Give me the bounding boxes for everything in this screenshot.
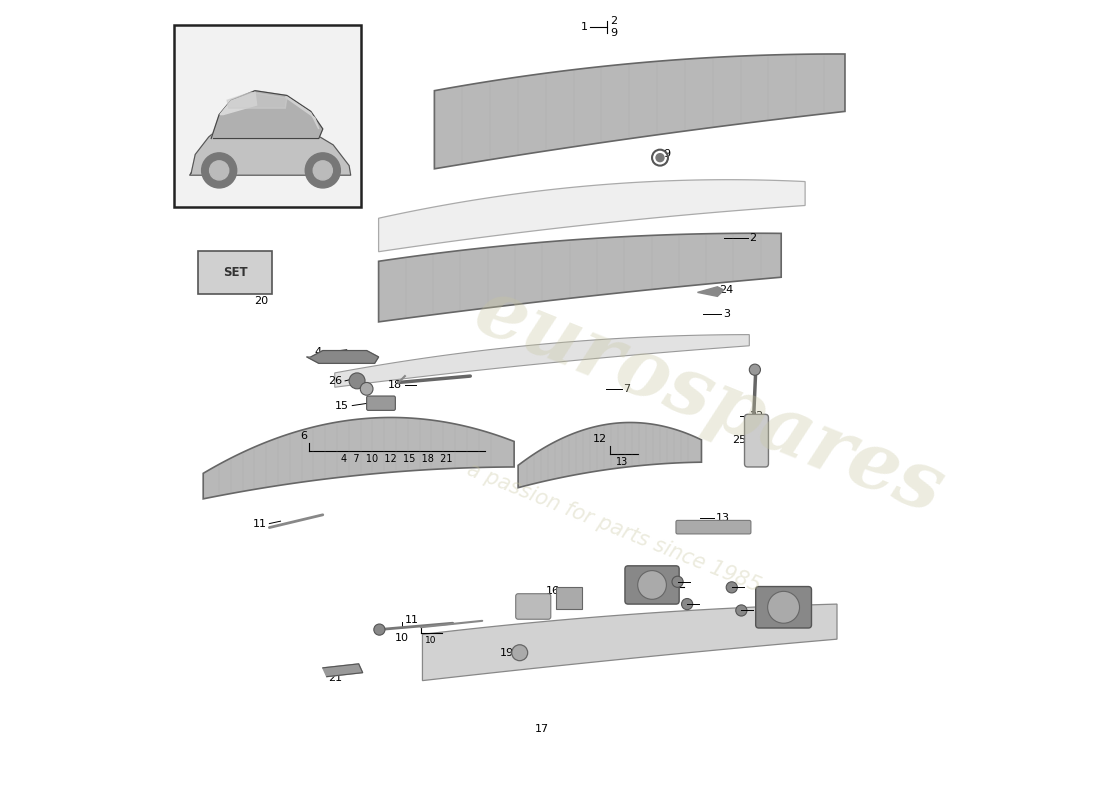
Polygon shape: [697, 286, 724, 296]
Text: 6: 6: [300, 431, 308, 442]
FancyBboxPatch shape: [516, 594, 551, 619]
Circle shape: [314, 161, 332, 180]
Polygon shape: [307, 350, 378, 363]
Text: 24: 24: [719, 285, 734, 295]
Polygon shape: [378, 234, 781, 322]
Text: 1: 1: [581, 22, 587, 32]
Polygon shape: [434, 54, 845, 169]
Text: 3: 3: [723, 309, 730, 319]
Text: 22: 22: [749, 411, 763, 421]
Text: SET: SET: [223, 266, 248, 279]
Polygon shape: [378, 180, 805, 252]
FancyBboxPatch shape: [676, 520, 751, 534]
Text: 2: 2: [610, 15, 618, 26]
Text: 10: 10: [395, 633, 409, 642]
Text: a passion for parts since 1985: a passion for parts since 1985: [464, 459, 763, 596]
Polygon shape: [189, 117, 351, 175]
Text: 2: 2: [749, 233, 757, 243]
Circle shape: [349, 373, 365, 389]
Text: 14: 14: [644, 567, 658, 577]
Polygon shape: [334, 334, 749, 387]
Text: 19: 19: [500, 648, 514, 658]
FancyBboxPatch shape: [174, 26, 361, 207]
Text: 4: 4: [315, 347, 322, 357]
Text: 15: 15: [336, 401, 349, 410]
Polygon shape: [227, 92, 287, 108]
Text: 13: 13: [716, 513, 729, 523]
Circle shape: [656, 154, 664, 162]
Circle shape: [736, 605, 747, 616]
Polygon shape: [422, 604, 837, 681]
Text: 11: 11: [253, 518, 267, 529]
Polygon shape: [518, 422, 702, 488]
Circle shape: [210, 161, 229, 180]
Circle shape: [682, 598, 693, 610]
FancyBboxPatch shape: [756, 586, 812, 628]
Circle shape: [638, 570, 667, 599]
Polygon shape: [285, 97, 319, 129]
Polygon shape: [211, 90, 322, 138]
Text: 8: 8: [788, 610, 794, 621]
Text: eurospares: eurospares: [464, 270, 955, 530]
FancyBboxPatch shape: [557, 586, 582, 609]
FancyBboxPatch shape: [198, 251, 272, 294]
Circle shape: [201, 153, 236, 188]
Text: 4  7  10  12  15  18  21: 4 7 10 12 15 18 21: [341, 454, 453, 464]
Circle shape: [306, 153, 340, 188]
Circle shape: [361, 382, 373, 395]
Text: 7: 7: [624, 384, 630, 394]
Text: 17: 17: [535, 725, 549, 734]
Text: 23: 23: [766, 588, 780, 598]
FancyBboxPatch shape: [745, 414, 769, 467]
Circle shape: [672, 576, 683, 587]
Text: 13: 13: [616, 458, 628, 467]
Circle shape: [512, 645, 528, 661]
Circle shape: [374, 624, 385, 635]
Text: 21: 21: [328, 673, 342, 682]
Polygon shape: [204, 418, 514, 499]
Text: 10: 10: [425, 636, 437, 645]
FancyBboxPatch shape: [366, 396, 395, 410]
Polygon shape: [220, 92, 256, 114]
Text: 16: 16: [546, 586, 560, 596]
Text: 5: 5: [524, 600, 531, 610]
Circle shape: [726, 582, 737, 593]
Circle shape: [768, 591, 800, 623]
Text: 9: 9: [610, 28, 618, 38]
FancyBboxPatch shape: [625, 566, 679, 604]
Text: 8: 8: [668, 590, 674, 601]
Text: 25: 25: [732, 435, 746, 445]
Polygon shape: [322, 664, 363, 677]
Text: 18: 18: [387, 380, 402, 390]
Text: 12: 12: [593, 434, 607, 444]
Text: 9: 9: [663, 150, 670, 159]
Text: 20: 20: [254, 296, 268, 306]
Circle shape: [749, 364, 760, 375]
Text: 26: 26: [329, 376, 343, 386]
Text: 11: 11: [405, 615, 419, 625]
